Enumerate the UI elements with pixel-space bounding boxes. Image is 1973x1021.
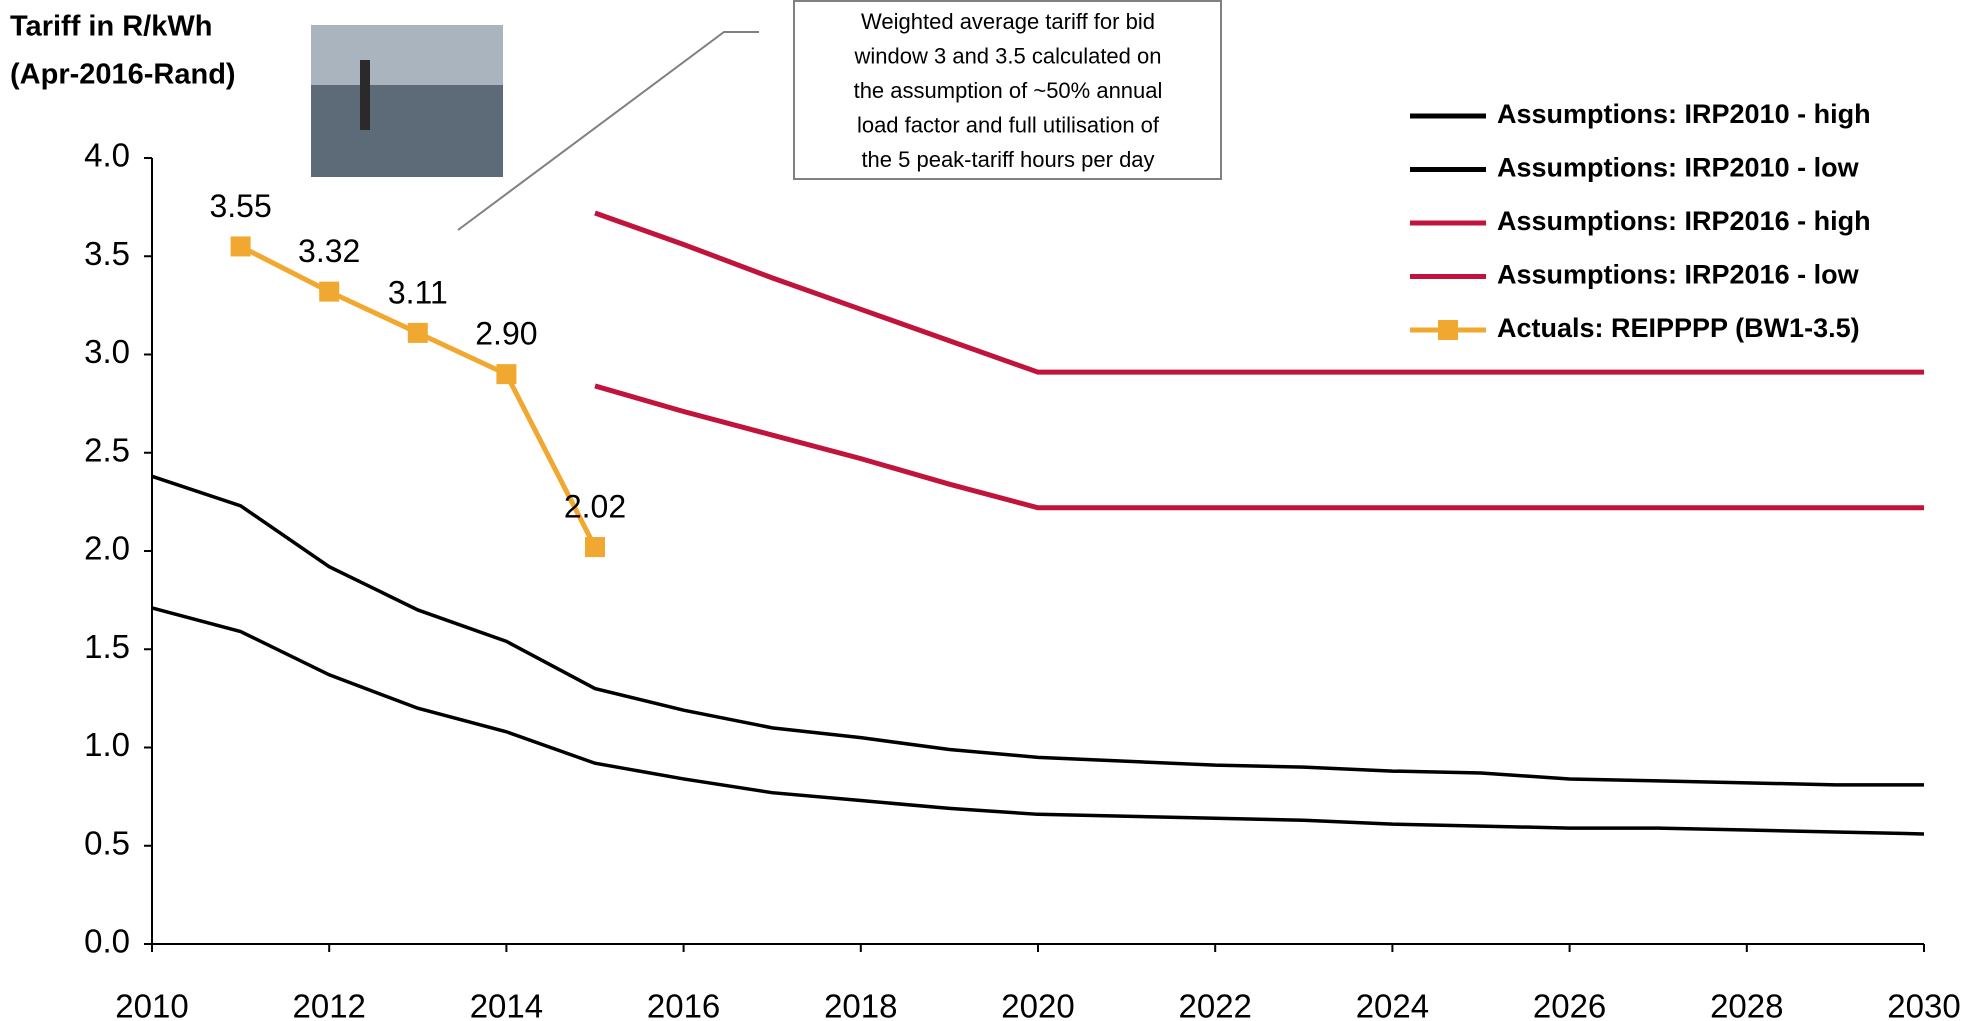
annotation-text: Weighted average tariff for bid xyxy=(861,9,1155,34)
y-tick-label: 3.5 xyxy=(84,235,130,272)
value-label: 3.11 xyxy=(388,274,448,310)
series-line xyxy=(151,606,1925,836)
x-tick-label: 2026 xyxy=(1533,988,1606,1021)
photo-tower xyxy=(360,60,370,130)
marker xyxy=(230,236,251,257)
y-tick-label: 2.5 xyxy=(84,431,130,468)
legend-label: Assumptions: IRP2010 - low xyxy=(1497,153,1860,183)
chart-title: (Apr-2016-Rand) xyxy=(10,59,236,91)
x-tick-label: 2014 xyxy=(470,988,543,1021)
y-tick-label: 1.0 xyxy=(84,726,130,763)
annotation-text: the 5 peak-tariff hours per day xyxy=(861,147,1154,172)
series-line xyxy=(151,474,1924,787)
x-tick-label: 2018 xyxy=(824,988,897,1021)
legend-label: Actuals: REIPPPP (BW1-3.5) xyxy=(1497,313,1860,343)
marker xyxy=(496,364,517,385)
marker xyxy=(585,537,605,558)
annotation-box xyxy=(793,0,1222,180)
x-tick-label: 2010 xyxy=(115,988,188,1021)
y-tick-label: 4.0 xyxy=(84,137,130,174)
value-label: 2.02 xyxy=(564,489,626,525)
photo-sky xyxy=(311,25,503,85)
x-tick-label: 2012 xyxy=(292,988,365,1021)
y-tick-label: 3.0 xyxy=(84,333,130,370)
y-tick-label: 0.0 xyxy=(84,923,130,960)
value-label: 2.90 xyxy=(475,316,537,352)
legend-label: Assumptions: IRP2010 - high xyxy=(1497,99,1871,129)
value-label: 3.32 xyxy=(298,233,360,269)
x-tick-label: 2020 xyxy=(1001,988,1074,1021)
callout-line xyxy=(457,31,759,231)
x-tick-label: 2022 xyxy=(1178,988,1251,1021)
legend-label: Assumptions: IRP2016 - low xyxy=(1497,260,1860,290)
annotation-text: load factor and full utilisation of xyxy=(857,112,1160,137)
y-tick-label: 1.5 xyxy=(84,628,130,665)
legend-marker xyxy=(1438,320,1458,340)
marker xyxy=(319,281,340,302)
annotation-text: window 3 and 3.5 calculated on xyxy=(854,43,1162,68)
x-tick-label: 2030 xyxy=(1887,988,1960,1021)
x-tick-label: 2028 xyxy=(1710,988,1783,1021)
chart-title: Tariff in R/kWh xyxy=(10,11,212,43)
y-tick-label: 2.0 xyxy=(84,530,130,567)
x-tick-label: 2016 xyxy=(647,988,720,1021)
annotation-text: the assumption of ~50% annual xyxy=(854,78,1163,103)
legend-label: Assumptions: IRP2016 - high xyxy=(1497,206,1871,236)
series-line xyxy=(594,383,1924,511)
y-tick-label: 0.5 xyxy=(84,824,130,861)
marker xyxy=(407,322,428,343)
x-tick-label: 2024 xyxy=(1356,988,1429,1021)
series-line xyxy=(594,210,1924,375)
value-label: 3.55 xyxy=(209,188,271,224)
